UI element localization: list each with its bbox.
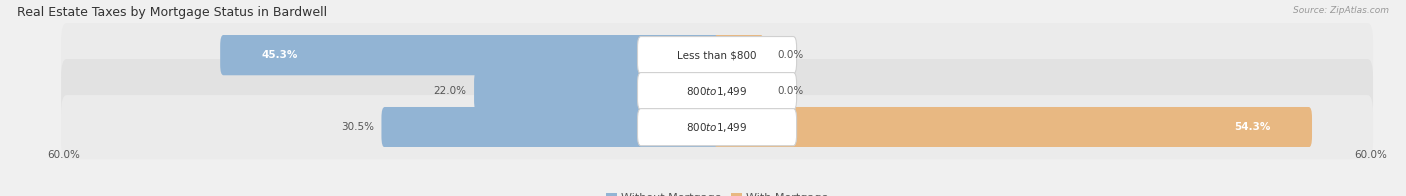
Text: 0.0%: 0.0% (778, 86, 803, 96)
FancyBboxPatch shape (637, 36, 797, 74)
FancyBboxPatch shape (637, 109, 797, 146)
Legend: Without Mortgage, With Mortgage: Without Mortgage, With Mortgage (606, 193, 828, 196)
Text: Real Estate Taxes by Mortgage Status in Bardwell: Real Estate Taxes by Mortgage Status in … (17, 6, 328, 19)
Text: $800 to $1,499: $800 to $1,499 (686, 121, 748, 134)
Text: Source: ZipAtlas.com: Source: ZipAtlas.com (1294, 6, 1389, 15)
Text: 30.5%: 30.5% (340, 122, 374, 132)
FancyBboxPatch shape (714, 107, 1312, 147)
FancyBboxPatch shape (381, 107, 720, 147)
FancyBboxPatch shape (714, 35, 763, 75)
Text: 0.0%: 0.0% (778, 50, 803, 60)
FancyBboxPatch shape (60, 59, 1374, 123)
FancyBboxPatch shape (60, 95, 1374, 159)
FancyBboxPatch shape (474, 71, 720, 111)
FancyBboxPatch shape (714, 71, 763, 111)
Text: 22.0%: 22.0% (433, 86, 467, 96)
Text: Less than $800: Less than $800 (678, 50, 756, 60)
Text: 54.3%: 54.3% (1234, 122, 1271, 132)
FancyBboxPatch shape (221, 35, 720, 75)
FancyBboxPatch shape (60, 23, 1374, 87)
FancyBboxPatch shape (637, 73, 797, 110)
Text: $800 to $1,499: $800 to $1,499 (686, 85, 748, 98)
Text: 45.3%: 45.3% (262, 50, 298, 60)
